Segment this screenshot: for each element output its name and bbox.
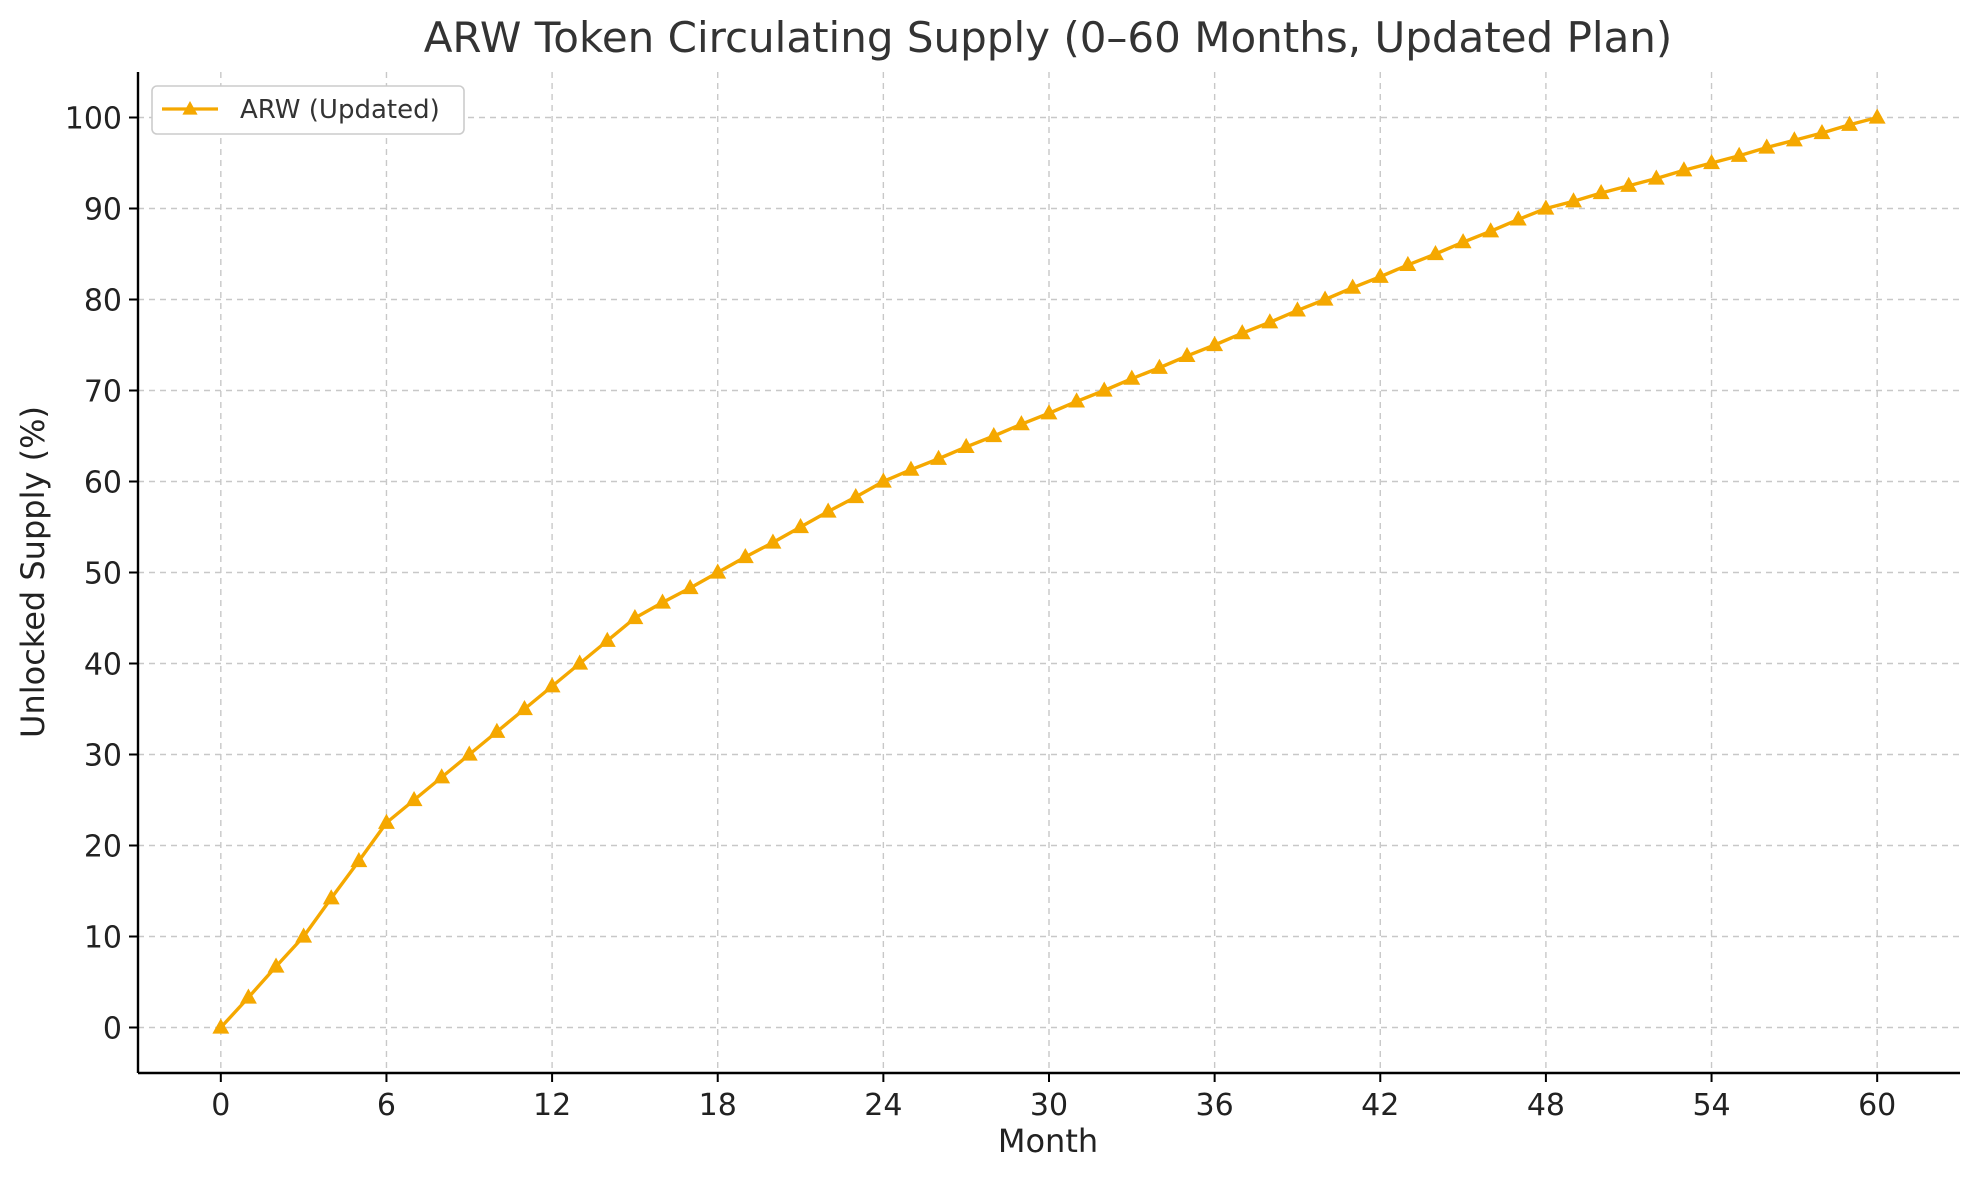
data-point-triangle-marker (378, 813, 395, 829)
data-point-triangle-marker (1150, 358, 1168, 374)
data-point-triangle-marker (764, 533, 782, 549)
y-tick-label: 90 (84, 193, 122, 228)
data-point-triangle-marker (1068, 392, 1086, 408)
data-point-triangle-marker (1868, 108, 1886, 124)
legend-box (151, 85, 465, 135)
x-tick-label: 12 (533, 1088, 571, 1123)
data-point-triangle-marker (460, 745, 478, 761)
data-point-triangle-marker (1620, 176, 1638, 192)
data-point-triangle-marker (1012, 415, 1030, 431)
x-tick-label: 30 (1030, 1088, 1068, 1123)
legend: ARW (Updated) (151, 85, 465, 135)
data-point-triangle-marker (405, 790, 423, 807)
data-point-triangle-marker (1509, 210, 1527, 226)
data-point-triangle-marker (1813, 123, 1831, 140)
data-point-triangle-marker (1482, 222, 1500, 238)
data-point-triangle-marker (1095, 381, 1113, 397)
y-tick-label: 10 (84, 921, 122, 956)
data-point-triangle-marker (792, 517, 809, 534)
grid (138, 72, 1960, 1073)
data-point-triangle-marker (239, 988, 257, 1004)
x-tick-label: 48 (1527, 1088, 1565, 1123)
data-point-triangle-marker (1289, 301, 1306, 317)
x-tick-label: 36 (1196, 1088, 1234, 1123)
data-point-triangle-marker (1537, 199, 1555, 215)
data-point-triangle-marker (267, 957, 285, 973)
x-tick-label: 54 (1692, 1088, 1730, 1123)
x-tick-label: 60 (1858, 1088, 1896, 1123)
series-layer (212, 108, 1886, 1034)
data-point-triangle-marker (626, 608, 644, 625)
y-tick-label: 20 (84, 830, 122, 865)
data-point-triangle-marker (957, 437, 975, 454)
data-point-triangle-marker (874, 472, 892, 488)
y-tick-label: 50 (84, 557, 122, 592)
y-tick-label: 0 (103, 1012, 122, 1047)
data-point-triangle-marker (654, 593, 671, 609)
x-tick-label: 6 (377, 1088, 396, 1123)
data-point-triangle-marker (488, 722, 506, 738)
x-tick-label: 42 (1361, 1088, 1399, 1123)
data-point-triangle-marker (1123, 369, 1141, 385)
y-tick-label: 40 (84, 648, 122, 683)
data-point-triangle-marker (1675, 161, 1693, 177)
data-point-triangle-marker (350, 851, 368, 868)
ticks: 0 6 12 18 24 30 36 42 48 54 60 0 10 20 30 40 50 60 70 80 90 1… (65, 102, 1897, 1124)
data-point-triangle-marker (819, 502, 837, 518)
data-point-triangle-marker (1730, 146, 1748, 162)
data-point-triangle-marker (1565, 192, 1582, 208)
data-point-triangle-marker (709, 563, 727, 579)
data-point-triangle-marker (930, 449, 948, 465)
data-point-triangle-marker (1592, 184, 1610, 200)
data-point-triangle-marker (1647, 169, 1665, 185)
data-point-triangle-marker (516, 699, 533, 716)
data-point-triangle-marker (1206, 335, 1224, 352)
y-tick-label: 60 (84, 466, 122, 501)
y-tick-label: 100 (65, 102, 122, 137)
data-point-triangle-marker (598, 631, 616, 647)
data-point-triangle-marker (1427, 244, 1444, 261)
data-point-triangle-marker (1454, 233, 1472, 249)
data-point-triangle-marker (322, 889, 340, 905)
data-point-triangle-marker (543, 677, 561, 693)
data-point-triangle-marker (433, 768, 451, 784)
data-point-triangle-marker (1703, 153, 1720, 170)
x-axis-label: Month (998, 1122, 1098, 1160)
data-point-triangle-marker (1233, 324, 1251, 340)
legend-label: ARW (Updated) (240, 95, 440, 125)
y-tick-label: 70 (84, 375, 122, 410)
data-point-triangle-marker (985, 426, 1003, 443)
data-point-triangle-marker (1178, 346, 1196, 363)
legend-triangle-marker (182, 101, 198, 115)
data-point-triangle-marker (847, 487, 865, 504)
x-tick-label: 0 (211, 1088, 230, 1123)
x-tick-label: 18 (699, 1088, 737, 1123)
data-point-triangle-marker (1785, 131, 1803, 147)
data-point-triangle-marker (1758, 138, 1776, 154)
y-tick-label: 30 (84, 739, 122, 774)
x-tick-label: 24 (864, 1088, 902, 1123)
data-point-triangle-marker (1399, 255, 1417, 272)
chart-title: ARW Token Circulating Supply (0–60 Month… (424, 13, 1673, 62)
data-point-triangle-marker (736, 548, 754, 564)
data-point-triangle-marker (1841, 115, 1859, 131)
data-point-triangle-marker (212, 1018, 230, 1034)
data-point-triangle-marker (681, 578, 699, 595)
data-point-triangle-marker (295, 927, 313, 943)
data-point-triangle-marker (571, 654, 589, 670)
data-point-triangle-marker (1261, 313, 1279, 329)
data-point-triangle-marker (1344, 278, 1362, 294)
y-axis-label: Unlocked Supply (%) (14, 406, 52, 738)
data-point-triangle-marker (1316, 290, 1334, 306)
y-tick-label: 80 (84, 284, 122, 319)
data-point-triangle-marker (1371, 267, 1389, 283)
data-point-triangle-marker (902, 460, 920, 476)
data-point-triangle-marker (1040, 404, 1058, 420)
